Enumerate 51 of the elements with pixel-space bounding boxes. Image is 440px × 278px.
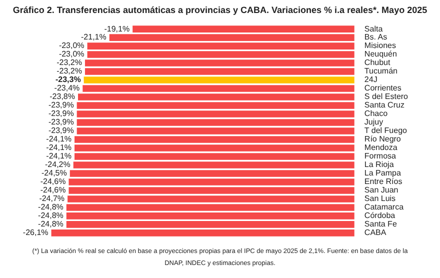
data-label: -24,2%	[45, 160, 70, 170]
y-tick-label: Catamarca	[364, 202, 404, 212]
y-tick-label: 24J	[364, 75, 378, 84]
data-label: -24,6%	[40, 186, 66, 195]
data-label: -24,8%	[38, 211, 64, 220]
data-label: -24,8%	[38, 202, 64, 212]
data-label: -24,7%	[39, 194, 65, 204]
y-tick-label: Formosa	[364, 152, 397, 161]
y-tick-label: Misiones	[364, 41, 396, 50]
data-label: -23,3%	[55, 75, 81, 84]
data-label: -23,9%	[48, 126, 74, 136]
y-tick-label: Jujuy	[364, 118, 384, 127]
data-label: -24,6%	[40, 177, 66, 186]
y-tick-label: La Rioja	[364, 160, 394, 170]
y-tick-label: Salta	[364, 24, 384, 34]
data-label: -19,1%	[104, 24, 130, 34]
data-label: -26,1%	[22, 228, 48, 238]
y-tick-label: Entre Ríos	[364, 177, 402, 186]
y-tick-label: Santa Fe	[364, 220, 398, 229]
y-tick-label: San Juan	[364, 186, 398, 195]
data-label: -24,1%	[46, 143, 72, 152]
data-label: -24,1%	[46, 134, 72, 144]
y-tick-label: Santa Cruz	[364, 100, 404, 110]
data-label: -24,5%	[42, 168, 67, 178]
data-label: -23,2%	[56, 58, 82, 68]
y-tick-label: T del Fuego	[364, 126, 408, 136]
y-tick-label: San Luis	[364, 194, 396, 204]
y-tick-label: Río Negro	[364, 134, 402, 144]
y-tick-label: Mendoza	[364, 143, 398, 152]
y-tick-label: Tucumán	[364, 66, 398, 76]
data-label: -23,8%	[50, 92, 76, 102]
data-label: -24,8%	[38, 220, 64, 229]
y-tick-label: Chaco	[364, 109, 388, 118]
y-tick-label: Chubut	[364, 58, 391, 68]
y-tick-label: Córdoba	[364, 211, 396, 220]
y-tick-label: Corrientes	[364, 84, 402, 93]
y-tick-label: S del Estero	[364, 92, 409, 102]
data-label: -23,0%	[58, 50, 84, 59]
data-label: -23,2%	[56, 66, 82, 76]
data-label: -23,9%	[48, 118, 74, 127]
y-tick-label: Neuquén	[364, 50, 397, 59]
data-label: -23,9%	[48, 109, 74, 118]
data-label: -23,9%	[48, 100, 74, 110]
y-tick-label: CABA	[364, 228, 387, 238]
data-label: -23,4%	[54, 84, 80, 93]
y-tick-label: La Pampa	[364, 168, 402, 178]
data-label: -21,1%	[81, 32, 106, 42]
data-label: -24,1%	[46, 152, 72, 161]
data-label: -23,0%	[58, 41, 84, 50]
chart-title: Gráfico 2. Transferencias automáticas a provincias y CABA. Variaciones % i.a reales*. Mayo 2025	[12, 4, 428, 17]
y-tick-label: Bs. As	[364, 32, 388, 42]
